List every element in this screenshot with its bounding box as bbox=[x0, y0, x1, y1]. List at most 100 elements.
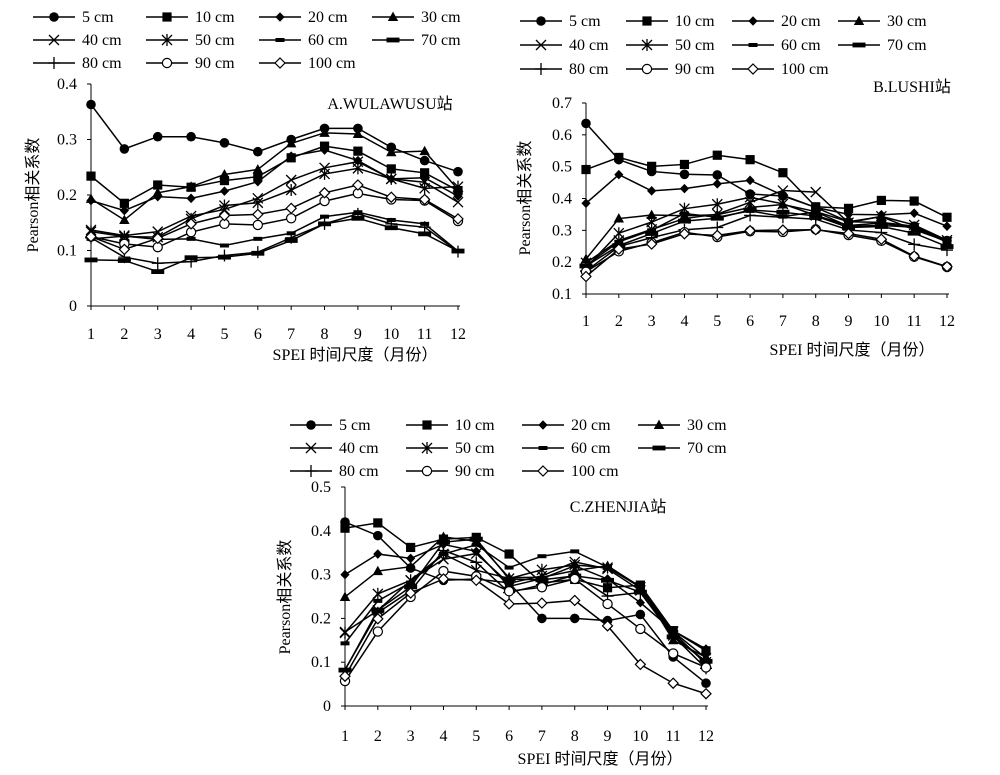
data-point-square bbox=[745, 155, 755, 165]
data-point-square bbox=[406, 542, 416, 553]
data-point-plus bbox=[908, 238, 921, 251]
legend-item: 20 cm bbox=[732, 13, 821, 30]
data-point-plus bbox=[251, 246, 264, 259]
series-30cm bbox=[85, 127, 464, 224]
data-point-dash bbox=[186, 236, 196, 241]
data-point-open-diamond bbox=[404, 587, 417, 599]
data-point-circle bbox=[219, 138, 230, 148]
x-axis-label: SPEI 时间尺度（月份） bbox=[273, 346, 438, 364]
data-point-dash bbox=[811, 209, 821, 214]
data-point-diamond bbox=[635, 597, 645, 608]
legend-label: 80 cm bbox=[82, 55, 122, 72]
data-point-triangle bbox=[119, 214, 130, 224]
data-point-plus bbox=[776, 211, 789, 224]
data-point-plus bbox=[470, 556, 483, 569]
data-point-open-diamond bbox=[118, 243, 131, 256]
y-tick-label: 0 bbox=[69, 298, 77, 315]
y-tick-label: 0.2 bbox=[311, 610, 331, 627]
data-point-diamond bbox=[186, 193, 196, 204]
legend-item: 5 cm bbox=[33, 9, 114, 26]
legend-marker-cross bbox=[48, 34, 60, 46]
legend-item: 10 cm bbox=[406, 417, 495, 434]
data-point-circle bbox=[581, 118, 591, 129]
series-50cm bbox=[85, 162, 464, 244]
data-point-plus bbox=[452, 245, 464, 258]
legend-item: 20 cm bbox=[259, 9, 348, 26]
x-axis-label: SPEI 时间尺度（月份） bbox=[518, 750, 683, 768]
legend-item: 20 cm bbox=[522, 417, 611, 434]
legend: 5 cm 10 cm 20 cm 30 cm 40 cm 50 cm 60 cm 70 cm 8… bbox=[33, 9, 461, 72]
data-point-diamond bbox=[778, 190, 788, 201]
data-point-dash bbox=[647, 228, 657, 233]
y-tick-label: 0.6 bbox=[552, 127, 572, 144]
data-point-triangle bbox=[219, 169, 230, 179]
data-point-thick-dash bbox=[469, 536, 483, 542]
data-point-diamond bbox=[843, 209, 854, 220]
x-tick-label: 7 bbox=[287, 326, 295, 343]
data-point-open-diamond bbox=[371, 612, 384, 625]
data-point-open-diamond bbox=[339, 670, 351, 683]
series-line bbox=[344, 543, 707, 650]
data-point-dash bbox=[909, 225, 919, 230]
y-axis-label: Pearson相关系数 bbox=[516, 141, 534, 256]
data-point-dash bbox=[635, 584, 645, 589]
legend-label: 60 cm bbox=[781, 37, 821, 54]
data-point-open-circle bbox=[285, 213, 297, 224]
y-tick-label: 0.2 bbox=[552, 254, 572, 271]
data-point-dash bbox=[570, 549, 580, 554]
legend: 5 cm 10 cm 20 cm 30 cm 40 cm 50 cm 60 cm 70 cm 8… bbox=[290, 417, 727, 480]
legend-item: 100 cm bbox=[259, 55, 356, 72]
legend-label: 40 cm bbox=[339, 440, 379, 457]
y-tick-label: 0.1 bbox=[311, 654, 331, 671]
legend-label: 30 cm bbox=[687, 417, 727, 434]
legend-item: 50 cm bbox=[146, 32, 235, 49]
x-tick-label: 11 bbox=[665, 728, 680, 745]
data-point-dash bbox=[253, 236, 263, 241]
data-point-open-diamond bbox=[875, 233, 888, 246]
data-point-open-circle bbox=[503, 586, 515, 597]
data-point-thick-dash bbox=[874, 224, 888, 229]
data-point-open-diamond bbox=[318, 186, 331, 199]
series-line bbox=[90, 104, 459, 173]
legend-item: 60 cm bbox=[732, 37, 821, 54]
data-point-open-circle bbox=[700, 662, 712, 673]
legend-marker-diamond bbox=[748, 16, 758, 26]
data-point-asterisk bbox=[252, 196, 264, 209]
data-point-open-diamond bbox=[744, 224, 756, 237]
legend-marker-plus bbox=[48, 57, 60, 69]
x-tick-label: 6 bbox=[505, 728, 513, 745]
legend-item: 100 cm bbox=[522, 463, 619, 480]
y-tick-label: 0.5 bbox=[552, 159, 572, 176]
data-point-open-diamond bbox=[568, 594, 581, 607]
legend-label: 30 cm bbox=[887, 13, 927, 30]
data-point-plus bbox=[185, 255, 198, 268]
data-point-triangle bbox=[372, 565, 384, 576]
data-point-thick-dash bbox=[601, 577, 615, 583]
legend-label: 90 cm bbox=[675, 61, 715, 78]
data-point-square bbox=[119, 198, 129, 208]
data-point-open-diamond bbox=[85, 230, 97, 243]
series-line bbox=[90, 211, 459, 252]
data-point-circle bbox=[86, 99, 96, 110]
data-point-square bbox=[253, 172, 263, 182]
series-line bbox=[90, 160, 459, 237]
data-point-square bbox=[340, 523, 350, 533]
data-point-square bbox=[420, 168, 430, 178]
data-point-open-diamond bbox=[842, 227, 855, 240]
legend-label: 50 cm bbox=[675, 37, 715, 54]
data-point-square bbox=[86, 171, 96, 181]
legend-marker-open-circle bbox=[161, 57, 173, 69]
series-100cm bbox=[85, 179, 464, 256]
series-line bbox=[585, 228, 948, 273]
data-point-dash bbox=[406, 580, 416, 585]
x-tick-label: 4 bbox=[680, 313, 688, 330]
data-point-circle bbox=[186, 131, 196, 142]
legend-label: 100 cm bbox=[571, 463, 619, 480]
x-tick-label: 1 bbox=[87, 326, 95, 343]
data-point-diamond bbox=[712, 179, 722, 189]
data-point-square bbox=[386, 164, 396, 174]
data-point-triangle bbox=[646, 209, 657, 220]
data-point-open-diamond bbox=[580, 270, 592, 283]
data-point-asterisk bbox=[569, 558, 581, 571]
legend-marker-thick-dash bbox=[652, 445, 666, 451]
